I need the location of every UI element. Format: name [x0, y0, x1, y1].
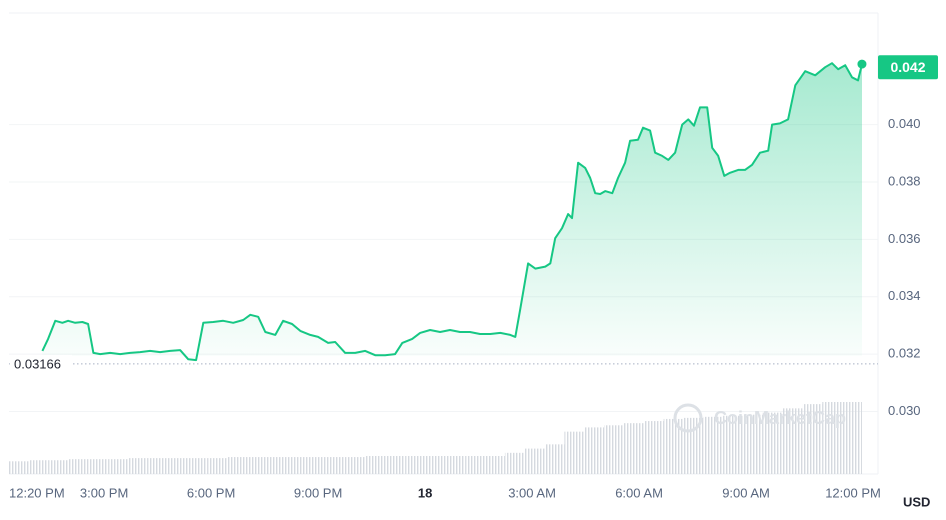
- volume-bar: [366, 456, 386, 474]
- volume-bar: [604, 425, 624, 474]
- volume-bar: [247, 457, 267, 474]
- current-price-badge: [878, 55, 938, 80]
- volume-bar: [28, 460, 49, 474]
- x-tick-label: 3:00 PM: [80, 485, 128, 500]
- open-price-label-bg: [10, 354, 72, 373]
- volume-bar: [544, 444, 565, 474]
- x-tick-label: 12:20 PM: [9, 485, 65, 500]
- volume-bar: [108, 459, 129, 474]
- volume-bar: [48, 460, 69, 474]
- volume-bar: [68, 459, 89, 474]
- y-tick-label: 0.038: [888, 173, 921, 188]
- watermark-text: CoinMarketCap: [714, 408, 846, 428]
- volume-bar: [524, 448, 545, 474]
- open-price-label: 0.03166: [14, 356, 61, 371]
- volume-bar: [326, 457, 347, 474]
- volume-bar: [128, 458, 148, 474]
- volume-bar: [88, 459, 109, 474]
- y-tick-label: 0.032: [888, 346, 921, 361]
- volume-bar: [643, 421, 664, 474]
- volume-bar: [465, 456, 486, 474]
- volume-bar: [445, 456, 466, 474]
- x-tick-label: 12:00 PM: [825, 485, 881, 500]
- x-tick-label: 9:00 PM: [294, 485, 342, 500]
- watermark-logo: [673, 403, 703, 433]
- volume-bar: [346, 457, 367, 474]
- price-area: [42, 63, 862, 361]
- plot: [9, 59, 878, 365]
- volume-bar: [623, 423, 644, 474]
- y-tick-label: 0.030: [888, 403, 921, 418]
- volume-bar: [286, 457, 307, 474]
- volume-bar: [227, 457, 248, 474]
- volume-bar: [723, 415, 743, 474]
- y-tick-label: 0.036: [888, 231, 921, 246]
- volume-bar: [485, 456, 505, 474]
- volume-bars: [9, 402, 862, 474]
- labels: 0.030 0.032 0.034 0.036 0.038 0.040 12:20 PM 3:…: [9, 55, 938, 500]
- x-tick-label: 6:00 AM: [615, 485, 663, 500]
- x-tick-label: 3:00 AM: [508, 485, 556, 500]
- volume-bar: [306, 457, 327, 474]
- volume-bar: [782, 408, 803, 474]
- unit-label: USD: [903, 494, 930, 509]
- last-point: [857, 59, 867, 69]
- volume-bar: [663, 418, 684, 474]
- volume-bar: [504, 452, 525, 474]
- volume-bar: [266, 457, 287, 474]
- watermark: CoinMarketCap: [673, 403, 846, 433]
- x-tick-label: 6:00 PM: [187, 485, 235, 500]
- volume-bar: [207, 458, 228, 474]
- volume-bar: [683, 417, 704, 474]
- y-tick-label: 0.040: [888, 116, 921, 131]
- volume-bar: [762, 412, 783, 474]
- volume-bar: [564, 431, 585, 474]
- volume-bar: [425, 456, 446, 474]
- x-tick-label: 9:00 AM: [722, 485, 770, 500]
- current-price-label: 0.042: [890, 59, 925, 75]
- volume-bar: [584, 427, 605, 474]
- volume-bar: [703, 416, 724, 474]
- volume-bar: [385, 456, 406, 474]
- volume-bar: [167, 458, 188, 474]
- volume-bar: [187, 458, 208, 474]
- volume-bar: [405, 456, 426, 474]
- volume-bar: [822, 402, 843, 474]
- volume-bar: [9, 461, 29, 474]
- volume-bar: [147, 458, 168, 474]
- volume-bar: [802, 404, 823, 474]
- price-line: [41, 62, 863, 362]
- volume-bar: [842, 402, 862, 474]
- x-tick-label: 18: [418, 485, 432, 500]
- volume-bar: [742, 414, 763, 474]
- y-tick-label: 0.034: [888, 288, 921, 303]
